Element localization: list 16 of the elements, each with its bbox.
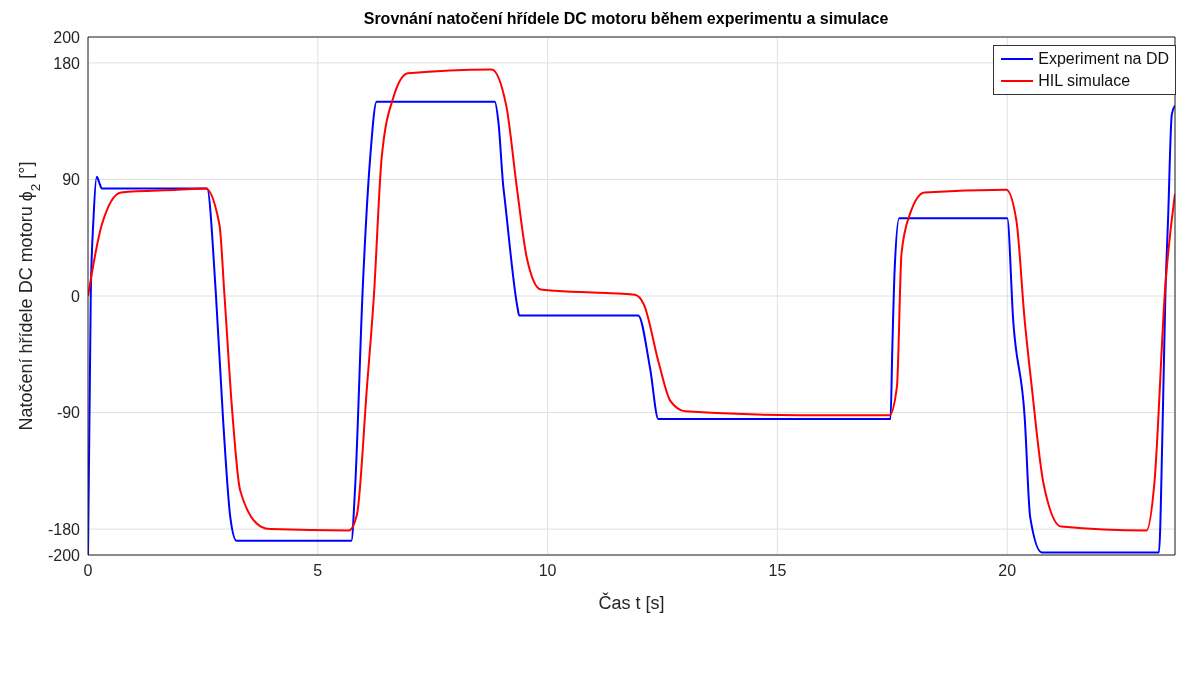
x-tick-label: 10 <box>538 562 557 580</box>
y-tick-label: -200 <box>47 546 81 564</box>
y-tick-label: 180 <box>53 54 81 72</box>
x-tick-label: 20 <box>998 562 1017 580</box>
y-tick-label: 200 <box>53 28 81 46</box>
chart-title: Srovnání natočení hřídele DC motoru během experimentu a simulace <box>363 10 889 27</box>
x-tick-label: 5 <box>313 562 323 580</box>
legend-label: Experiment na DD <box>1038 50 1169 68</box>
x-tick-label: 15 <box>768 562 787 580</box>
y-tick-label: -90 <box>56 404 81 422</box>
y-tick-label: -180 <box>47 520 81 538</box>
legend-label: HIL simulace <box>1038 72 1131 90</box>
x-axis-title: Čas t [s] <box>598 592 665 613</box>
y-tick-label: 90 <box>62 171 81 189</box>
y-tick-label: 0 <box>71 287 81 305</box>
x-tick-label: 0 <box>83 562 93 580</box>
